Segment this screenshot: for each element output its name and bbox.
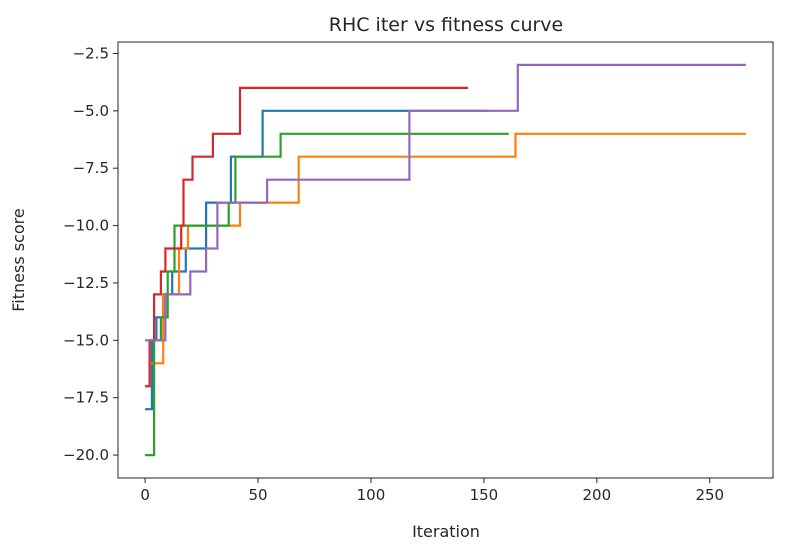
series-line-5 — [145, 63, 746, 342]
plot-frame — [117, 41, 774, 479]
x-tick-label: 250 — [695, 486, 724, 504]
y-axis-label: Fitness score — [9, 208, 28, 312]
y-tick-label: −2.5 — [73, 44, 109, 62]
y-tick-label: −20.0 — [63, 446, 109, 464]
y-tick-label: −10.0 — [63, 217, 109, 235]
y-axis: −20.0 −17.5 −15.0 −12.5 −10.0 −7.5 −5.0 −2.5 — [63, 44, 118, 464]
y-tick-label: −5.0 — [73, 102, 109, 120]
x-axis-label: Iteration — [412, 522, 480, 541]
y-tick-label: −17.5 — [63, 389, 109, 407]
series-group — [145, 63, 746, 457]
series-line-2 — [145, 132, 746, 388]
y-tick-label: −12.5 — [63, 274, 109, 292]
y-tick-label: −7.5 — [73, 159, 109, 177]
x-axis: 0 50 100 150 200 250 — [140, 478, 724, 504]
x-tick-label: 0 — [140, 486, 150, 504]
x-tick-label: 150 — [470, 486, 499, 504]
x-tick-label: 100 — [357, 486, 386, 504]
x-tick-label: 50 — [248, 486, 267, 504]
series-line-4 — [145, 86, 469, 388]
y-tick-label: −15.0 — [63, 331, 109, 349]
x-tick-label: 200 — [583, 486, 612, 504]
chart-title: RHC iter vs fitness curve — [329, 14, 563, 36]
